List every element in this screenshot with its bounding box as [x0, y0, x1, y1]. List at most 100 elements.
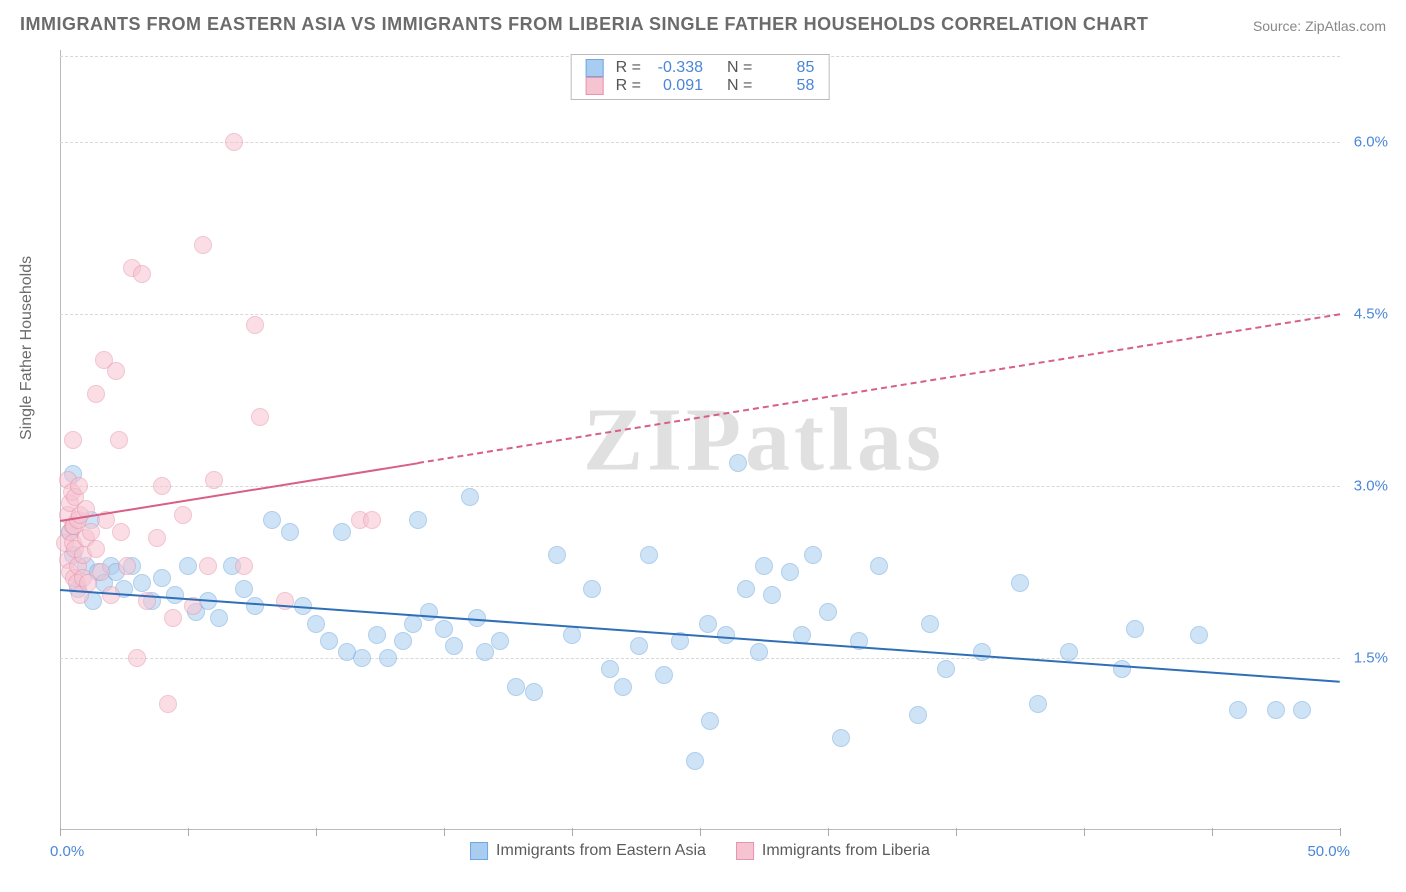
stat-n-label: N = — [727, 59, 752, 77]
point-eastern-asia — [1029, 695, 1047, 713]
point-eastern-asia — [179, 557, 197, 575]
point-eastern-asia — [717, 626, 735, 644]
point-eastern-asia — [507, 678, 525, 696]
point-eastern-asia — [921, 615, 939, 633]
point-liberia — [205, 471, 223, 489]
point-eastern-asia — [525, 683, 543, 701]
stat-n-value: 58 — [764, 77, 814, 95]
stat-n-label: N = — [727, 77, 752, 95]
point-eastern-asia — [461, 488, 479, 506]
point-eastern-asia — [153, 569, 171, 587]
point-eastern-asia — [379, 649, 397, 667]
grid-line — [60, 486, 1340, 487]
source-label: Source: ZipAtlas.com — [1253, 18, 1386, 34]
point-liberia — [82, 523, 100, 541]
y-tick-label: 6.0% — [1354, 133, 1388, 150]
point-eastern-asia — [368, 626, 386, 644]
point-liberia — [225, 133, 243, 151]
point-liberia — [251, 408, 269, 426]
point-eastern-asia — [870, 557, 888, 575]
legend-item: Immigrants from Eastern Asia — [470, 842, 706, 860]
stat-row: R = 0.091 N = 58 — [586, 77, 815, 95]
point-liberia — [235, 557, 253, 575]
point-eastern-asia — [491, 632, 509, 650]
point-eastern-asia — [583, 580, 601, 598]
point-liberia — [118, 557, 136, 575]
stat-n-value: 85 — [764, 59, 814, 77]
y-axis-label: Single Father Households — [18, 256, 36, 440]
grid-line — [60, 658, 1340, 659]
point-liberia — [87, 385, 105, 403]
point-eastern-asia — [394, 632, 412, 650]
point-liberia — [107, 362, 125, 380]
stat-r-value: 0.091 — [653, 77, 703, 95]
x-tick-mark — [828, 828, 829, 836]
x-tick-mark — [444, 828, 445, 836]
point-liberia — [153, 477, 171, 495]
point-eastern-asia — [937, 660, 955, 678]
point-liberia — [194, 236, 212, 254]
x-tick-mark — [316, 828, 317, 836]
point-eastern-asia — [729, 454, 747, 472]
point-eastern-asia — [737, 580, 755, 598]
point-eastern-asia — [166, 586, 184, 604]
point-liberia — [164, 609, 182, 627]
point-eastern-asia — [1267, 701, 1285, 719]
legend-item: Immigrants from Liberia — [736, 842, 930, 860]
chart-area: ZIPatlas 1.5%3.0%4.5%6.0% 0.0% 50.0% Imm… — [60, 50, 1340, 830]
bottom-legend: Immigrants from Eastern Asia Immigrants f… — [470, 842, 930, 860]
point-eastern-asia — [686, 752, 704, 770]
stat-swatch — [586, 77, 604, 95]
point-eastern-asia — [630, 637, 648, 655]
legend-swatch — [736, 842, 754, 860]
stat-r-label: R = — [616, 59, 641, 77]
x-axis-max-label: 50.0% — [1307, 843, 1350, 860]
point-liberia — [246, 316, 264, 334]
point-eastern-asia — [246, 597, 264, 615]
point-liberia — [87, 540, 105, 558]
x-tick-mark — [188, 828, 189, 836]
regression-line — [60, 589, 1340, 683]
grid-line — [60, 314, 1340, 315]
point-eastern-asia — [909, 706, 927, 724]
stat-r-label: R = — [616, 77, 641, 95]
watermark: ZIPatlas — [583, 389, 945, 492]
point-eastern-asia — [1126, 620, 1144, 638]
point-eastern-asia — [755, 557, 773, 575]
point-eastern-asia — [420, 603, 438, 621]
point-liberia — [148, 529, 166, 547]
x-tick-mark — [956, 828, 957, 836]
point-eastern-asia — [320, 632, 338, 650]
point-eastern-asia — [655, 666, 673, 684]
point-eastern-asia — [333, 523, 351, 541]
legend-label: Immigrants from Liberia — [762, 842, 930, 860]
x-tick-mark — [572, 828, 573, 836]
point-eastern-asia — [281, 523, 299, 541]
point-eastern-asia — [1229, 701, 1247, 719]
point-liberia — [92, 563, 110, 581]
point-eastern-asia — [563, 626, 581, 644]
point-eastern-asia — [750, 643, 768, 661]
point-eastern-asia — [614, 678, 632, 696]
point-eastern-asia — [353, 649, 371, 667]
point-liberia — [174, 506, 192, 524]
point-eastern-asia — [263, 511, 281, 529]
stat-swatch — [586, 59, 604, 77]
y-axis-line — [60, 50, 61, 830]
x-tick-mark — [1084, 828, 1085, 836]
regression-line — [418, 314, 1340, 465]
legend-swatch — [470, 842, 488, 860]
point-eastern-asia — [1060, 643, 1078, 661]
point-eastern-asia — [781, 563, 799, 581]
stat-box: R = -0.338 N = 85 R = 0.091 N = 58 — [571, 54, 830, 100]
point-eastern-asia — [763, 586, 781, 604]
point-eastern-asia — [601, 660, 619, 678]
stat-r-value: -0.338 — [653, 59, 703, 77]
point-eastern-asia — [699, 615, 717, 633]
point-eastern-asia — [435, 620, 453, 638]
point-eastern-asia — [832, 729, 850, 747]
point-eastern-asia — [548, 546, 566, 564]
point-liberia — [64, 431, 82, 449]
point-eastern-asia — [819, 603, 837, 621]
point-eastern-asia — [409, 511, 427, 529]
